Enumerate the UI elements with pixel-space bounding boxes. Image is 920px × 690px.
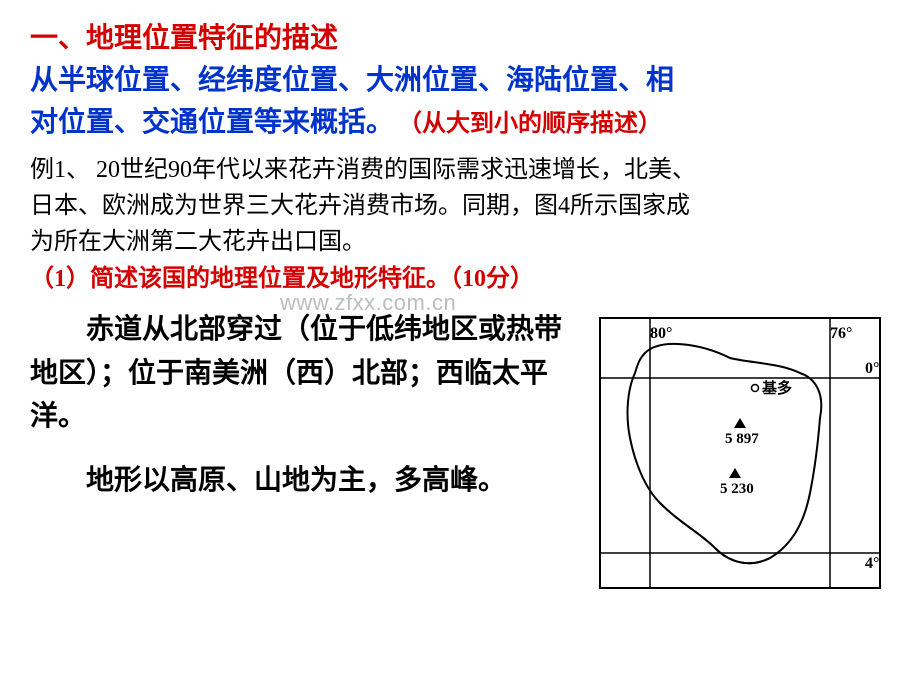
example-line3: 为所在大洲第二大花卉出口国。: [30, 229, 366, 255]
intro-line2: 对位置、交通位置等来概括。: [30, 107, 394, 138]
city-label: 基多: [761, 379, 792, 397]
example-line2: 日本、欧洲成为世界三大花卉消费市场。同期，图4所示国家成: [30, 193, 690, 219]
question-text: （1）简述该国的地理位置及地形特征。（10分）: [30, 260, 890, 298]
section-heading: 一、地理位置特征的描述: [30, 18, 890, 60]
lon-right-label: 76°: [830, 325, 852, 342]
answer-p1: 赤道从北部穿过（位于低纬地区或热带地区）；位于南美洲（西）北部；西临太平洋。: [30, 308, 580, 438]
lon-left-label: 80°: [650, 325, 672, 342]
intro-block: 从半球位置、经纬度位置、大洲位置、海陆位置、相 对位置、交通位置等来概括。 （从…: [30, 60, 890, 144]
intro-hint: （从大到小的顺序描述）: [398, 111, 662, 137]
answer-block: 赤道从北部穿过（位于低纬地区或热带地区）；位于南美洲（西）北部；西临太平洋。 地…: [30, 308, 590, 598]
lat-top-label: 0°: [865, 360, 879, 377]
lat-bottom-label: 4°: [865, 555, 879, 572]
intro-line1: 从半球位置、经纬度位置、大洲位置、海陆位置、相: [30, 65, 674, 96]
map-figure: 80° 76° 0° 4° 基多 5 897 5 230: [590, 308, 890, 598]
answer-p2: 地形以高原、山地为主，多高峰。: [30, 459, 580, 502]
example-block: 例1、 20世纪90年代以来花卉消费的国际需求迅速增长，北美、 日本、欧洲成为世…: [30, 152, 890, 260]
example-line1: 例1、 20世纪90年代以来花卉消费的国际需求迅速增长，北美、: [30, 157, 696, 183]
elev1-label: 5 897: [725, 431, 759, 447]
elev2-label: 5 230: [720, 481, 754, 497]
